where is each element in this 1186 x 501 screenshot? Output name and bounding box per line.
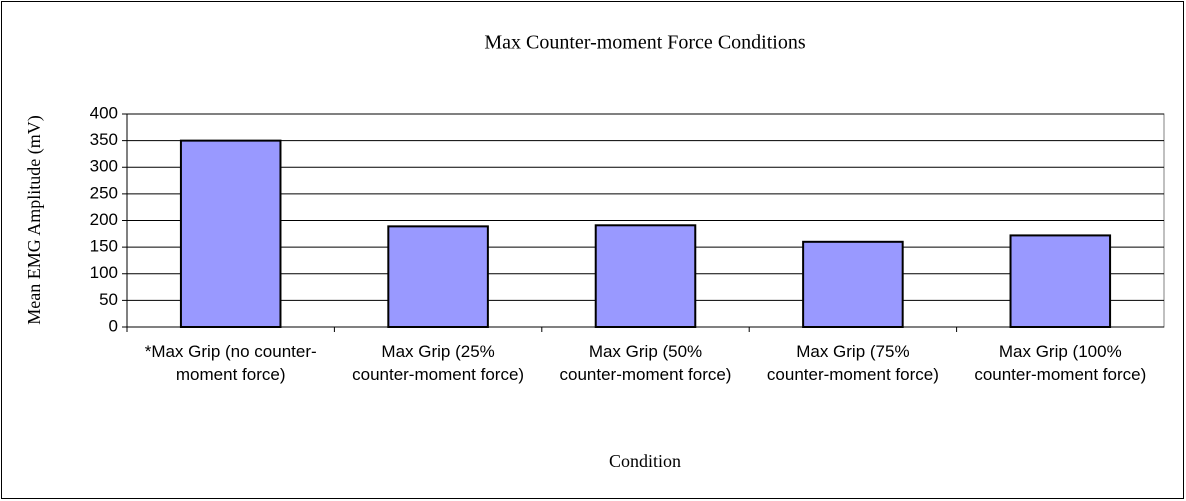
y-tick-label: 100 xyxy=(90,263,118,282)
y-tick-label: 300 xyxy=(90,157,118,176)
x-tick-label: *Max Grip (no counter-moment force) xyxy=(144,342,317,384)
x-tick-label: Max Grip (100% counter-moment force) xyxy=(974,342,1147,384)
y-tick-label: 0 xyxy=(109,316,118,335)
x-tick-label: Max Grip (25% counter-moment force) xyxy=(352,342,525,384)
bar xyxy=(594,224,697,328)
bar xyxy=(1009,234,1112,328)
x-tick-label: Max Grip (75% counter-moment force) xyxy=(766,342,939,384)
x-axis-label: Condition xyxy=(609,451,681,471)
bar xyxy=(179,139,282,328)
chart-title: Max Counter-moment Force Conditions xyxy=(484,32,805,54)
x-tick-label: Max Grip (50% counter-moment force) xyxy=(559,342,732,384)
y-axis-label: Mean EMG Amplitude (mV) xyxy=(24,115,45,324)
y-tick-label: 150 xyxy=(90,237,118,256)
y-tick-label: 50 xyxy=(99,290,118,309)
y-tick-label: 400 xyxy=(90,103,118,122)
y-tick-label: 250 xyxy=(90,183,118,202)
bar xyxy=(802,240,904,328)
y-tick-label: 200 xyxy=(90,210,118,229)
bar xyxy=(387,225,489,328)
y-tick-label: 350 xyxy=(90,130,118,149)
